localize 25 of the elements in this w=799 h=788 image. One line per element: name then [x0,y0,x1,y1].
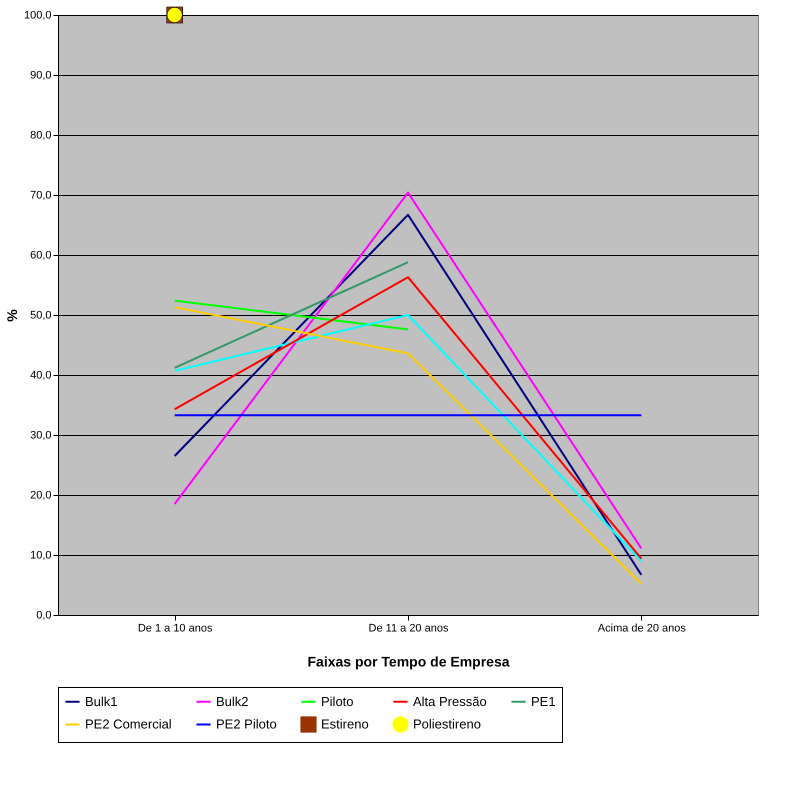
y-tick-label: 40,0 [30,370,52,382]
legend-label: PE2 Comercial [85,716,172,732]
y-tick-label: 0,0 [36,610,52,622]
legend-label: PE1 [531,694,556,709]
y-tick-label: 30,0 [30,430,52,442]
x-axis-title: Faixas por Tempo de Empresa [307,654,510,670]
y-tick-label: 60,0 [30,250,52,262]
legend-label: Poliestireno [413,716,481,732]
y-axis-title: % [4,308,20,322]
y-tick-label: 70,0 [30,190,52,202]
y-tick-label: 50,0 [30,310,52,322]
x-tick-label: De 1 a 10 anos [138,622,213,634]
legend-label: Piloto [321,694,354,709]
x-tick-label: De 11 a 20 anos [368,622,449,634]
legend-label: PE2 Piloto [216,716,277,732]
y-tick-label: 20,0 [30,490,52,502]
y-tick-label: 80,0 [30,130,52,142]
legend-label: Estireno [321,716,369,732]
legend-label: Alta Pressão [413,694,487,709]
legend-label: Bulk2 [216,694,249,709]
legend-label: Bulk1 [85,694,118,709]
x-tick-label: Acima de 20 anos [598,622,686,634]
y-tick-label: 90,0 [30,70,52,82]
y-tick-label: 100,0 [24,10,52,22]
y-tick-label: 10,0 [30,550,52,562]
